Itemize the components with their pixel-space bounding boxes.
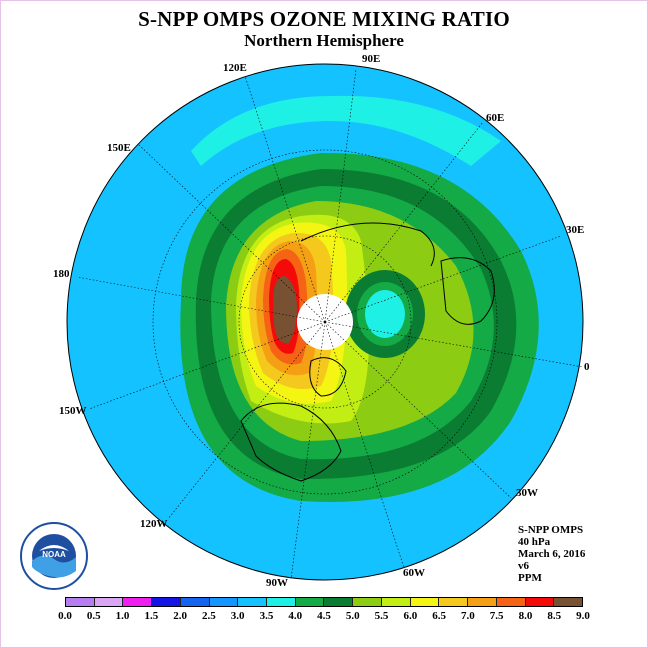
colorbar-tick-label: 5.5 [374, 610, 389, 622]
lon-label-60e: 60E [486, 112, 505, 124]
map-subtitle: Northern Hemisphere [244, 31, 404, 50]
colorbar-segment-4 [180, 598, 210, 606]
coastline-north-america [240, 402, 342, 482]
map-title: S-NPP OMPS OZONE MIXING RATIO [138, 7, 510, 31]
colorbar-segment-0 [66, 598, 95, 606]
lon-label-120e: 120E [223, 62, 247, 74]
colorbar-segment-1 [94, 598, 124, 606]
colorbar-tick-label: 3.5 [259, 610, 274, 622]
pressure-level: 40 hPa [518, 536, 551, 548]
date-label: March 6, 2016 [518, 548, 586, 560]
colorbar [65, 597, 583, 607]
colorbar-tick-label: 8.0 [518, 610, 533, 622]
lon-label-90e: 90E [362, 53, 381, 65]
instrument-label: S-NPP OMPS [518, 524, 584, 536]
ozone-low-cell-core [365, 290, 405, 338]
colorbar-segment-13 [439, 598, 469, 606]
colorbar-tick-label: 5.0 [345, 610, 360, 622]
colorbar-segment-9 [324, 598, 354, 606]
coastline-europe [440, 257, 495, 325]
coastline-greenland [309, 357, 347, 397]
colorbar-tick-label: 6.5 [432, 610, 446, 622]
coastline-asia [300, 222, 435, 267]
lon-label-0: 0 [584, 361, 590, 373]
colorbar-segment-8 [295, 598, 325, 606]
colorbar-segment-17 [554, 598, 582, 606]
colorbar-tick-label: 9.0 [576, 610, 590, 622]
colorbar-segment-5 [209, 598, 239, 606]
colorbar-tick-label: 8.5 [547, 610, 562, 622]
lon-label-150e: 150E [107, 142, 131, 154]
colorbar-segment-6 [238, 598, 268, 606]
colorbar-tick-label: 4.5 [317, 610, 331, 622]
lon-label-180: 180 [53, 268, 70, 280]
colorbar-segment-10 [353, 598, 382, 606]
graticule [76, 68, 584, 580]
lon-label-30e: 30E [566, 224, 585, 236]
colorbar-segment-15 [496, 598, 526, 606]
map-boundary [66, 63, 584, 581]
colorbar-tick-label: 7.5 [489, 610, 504, 622]
colorbar-segment-3 [152, 598, 181, 606]
colorbar-tick-label: 2.5 [202, 610, 216, 622]
colorbar-tick-label: 1.0 [115, 610, 130, 622]
colorbar-labels: 0.0 0.5 1.0 1.5 2.0 2.5 3.0 3.5 4.0 4.5 5.0 5.5 6.0 6… [1, 610, 647, 624]
colorbar-segment-14 [468, 598, 497, 606]
logo-wordmark: NOAA [42, 550, 66, 559]
colorbar-segment-2 [123, 598, 153, 606]
noaa-logo: NOAA [20, 522, 88, 590]
colorbar-segment-12 [410, 598, 440, 606]
colorbar-tick-label: 6.0 [403, 610, 418, 622]
lon-label-150w: 150W [59, 405, 87, 417]
colorbar-segment-11 [381, 598, 411, 606]
colorbar-segment-7 [267, 598, 296, 606]
version-label: v6 [518, 560, 529, 572]
colorbar-tick-label: 4.0 [288, 610, 303, 622]
lon-label-60w: 60W [403, 567, 425, 579]
lon-label-30w: 30W [516, 487, 538, 499]
colorbar-tick-label: 3.0 [230, 610, 245, 622]
info-box: S-NPP OMPS 40 hPa March 6, 2016 v6 PPM [518, 524, 585, 584]
ozone-max-9-0 [273, 276, 297, 344]
ozone-band-3-5-north [191, 95, 501, 166]
colorbar-tick-label: 0.5 [86, 610, 101, 622]
lon-label-120w: 120W [140, 518, 168, 530]
colorbar-tick-label: 2.0 [173, 610, 187, 622]
colorbar-tick-label: 7.0 [461, 610, 475, 622]
units-label: PPM [518, 572, 542, 584]
colorbar-tick-label: 1.5 [144, 610, 159, 622]
colorbar-tick-label: 0.0 [58, 610, 72, 622]
colorbar-segment-16 [525, 598, 555, 606]
lon-label-90w: 90W [266, 577, 288, 589]
